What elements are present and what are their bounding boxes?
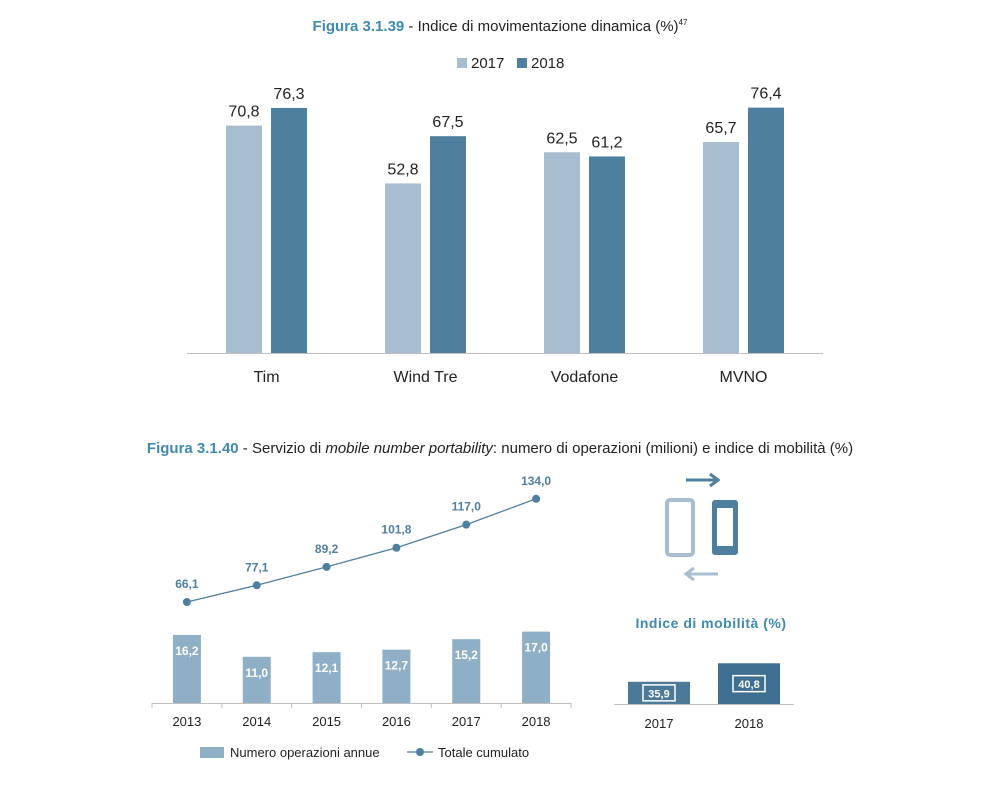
mobility-label-box-2017 (642, 684, 676, 702)
annual-label-2014: 11,0 (245, 666, 268, 680)
data-label-MVNO-2017: 65,7 (705, 120, 736, 137)
legend-marker-cumulative (416, 748, 424, 756)
legend-label-cumulative: Totale cumulato (438, 745, 529, 760)
mobility-year-2018: 2018 (735, 716, 764, 731)
year-label-2016: 2016 (382, 714, 411, 729)
cumulative-point-2013 (182, 598, 191, 606)
data-label-Tim-2017: 70,8 (228, 104, 259, 121)
bar-Tim-2018 (271, 107, 307, 353)
mobility-label-box-2018 (732, 674, 766, 693)
annual-label-2018: 17,0 (524, 641, 548, 655)
phone-right-screen (717, 508, 733, 546)
figure-2-caption-italic: mobile number portability (325, 440, 493, 457)
cumulative-point-2014 (252, 581, 261, 590)
cumulative-point-2015 (322, 562, 331, 571)
mobility-title: Indice di mobilità (%) (635, 615, 786, 631)
data-label-Vodafone-2018: 61,2 (591, 134, 622, 151)
cumulative-point-2017 (462, 520, 471, 529)
cumulative-label-2013: 66,1 (175, 577, 199, 591)
annual-label-2016: 12,7 (385, 659, 409, 673)
data-label-Wind Tre-2018: 67,5 (432, 114, 463, 131)
bar-Wind Tre-2017 (385, 183, 421, 353)
annual-label-2015: 12,1 (315, 661, 339, 675)
phone-left-icon (665, 498, 695, 557)
category-label-MVNO: MVNO (720, 369, 768, 386)
bar-Vodafone-2017 (544, 152, 580, 353)
legend-label-2018: 2018 (531, 55, 564, 72)
cumulative-label-2014: 77,1 (245, 560, 269, 574)
arrow-left-head (683, 566, 695, 582)
bar-Wind Tre-2018 (430, 136, 466, 353)
phone-swap-icon (665, 472, 738, 582)
year-label-2018: 2018 (522, 714, 551, 729)
category-label-Tim: Tim (253, 369, 279, 386)
figure-1-number: Figura 3.1.39 (312, 18, 405, 35)
legend-label-2017: 2017 (471, 55, 504, 72)
cumulative-label-2015: 89,2 (315, 542, 339, 556)
annual-bar-2016 (382, 649, 411, 703)
data-label-Wind Tre-2017: 52,8 (387, 161, 418, 178)
year-label-2014: 2014 (242, 714, 271, 729)
legend-swatch-2018 (517, 58, 527, 68)
figure-1-caption: - Indice di movimentazione dinamica (%) (404, 18, 679, 35)
cumulative-line (186, 498, 537, 603)
figure-1-title: Figura 3.1.39 - Indice di movimentazione… (0, 18, 1000, 35)
annual-bar-2015 (312, 652, 341, 703)
legend-swatch-2017 (457, 58, 467, 68)
annual-bar-2014 (242, 656, 271, 703)
year-label-2015: 2015 (312, 714, 341, 729)
data-label-MVNO-2018: 76,4 (750, 86, 781, 103)
cumulative-point-2016 (392, 543, 401, 552)
figure-2-caption-post: : numero di operazioni (milioni) e indic… (492, 440, 854, 457)
bar-Vodafone-2018 (589, 156, 625, 353)
legend-label-annual: Numero operazioni annue (230, 745, 380, 760)
bar-Tim-2017 (226, 125, 262, 353)
legend-swatch-annual (200, 747, 224, 758)
figure-2-caption-pre: - Servizio di (238, 440, 326, 457)
cumulative-label-2018: 134,0 (521, 474, 551, 488)
mobility-label-2018: 40,8 (738, 679, 759, 691)
figure-2-number: Figura 3.1.40 (146, 440, 239, 457)
year-label-2013: 2013 (172, 714, 201, 729)
annual-bar-2018 (522, 631, 551, 703)
movimentazione-bar-chart: 2017 2018 70,8 76,3 Tim 52,8 67,5 Wind Tre 62,5 6… (187, 55, 823, 386)
category-label-Wind Tre: Wind Tre (393, 369, 457, 386)
cumulative-label-2017: 117,0 (452, 500, 482, 514)
mobility-year-2017: 2017 (645, 716, 674, 731)
category-label-Vodafone: Vodafone (551, 369, 619, 386)
mobility-bar-2018 (718, 663, 780, 704)
data-label-Tim-2018: 76,3 (273, 86, 304, 103)
annual-label-2013: 16,2 (175, 644, 199, 658)
year-label-2017: 2017 (452, 714, 481, 729)
cumulative-label-2016: 101,8 (381, 523, 411, 537)
mobility-label-2017: 35,9 (648, 688, 669, 700)
data-label-Vodafone-2017: 62,5 (546, 130, 577, 147)
annual-bar-2017 (452, 639, 481, 703)
bar-MVNO-2018 (748, 107, 784, 353)
figure-2-title: Figura 3.1.40 - Servizio di mobile numbe… (0, 440, 1000, 457)
figure-1-footnote-ref: 47 (678, 18, 688, 27)
bar-MVNO-2017 (703, 141, 739, 353)
annual-bar-2013 (172, 634, 201, 703)
annual-label-2017: 15,2 (455, 648, 479, 662)
arrow-right-head (709, 472, 721, 488)
cumulative-point-2018 (532, 494, 541, 503)
